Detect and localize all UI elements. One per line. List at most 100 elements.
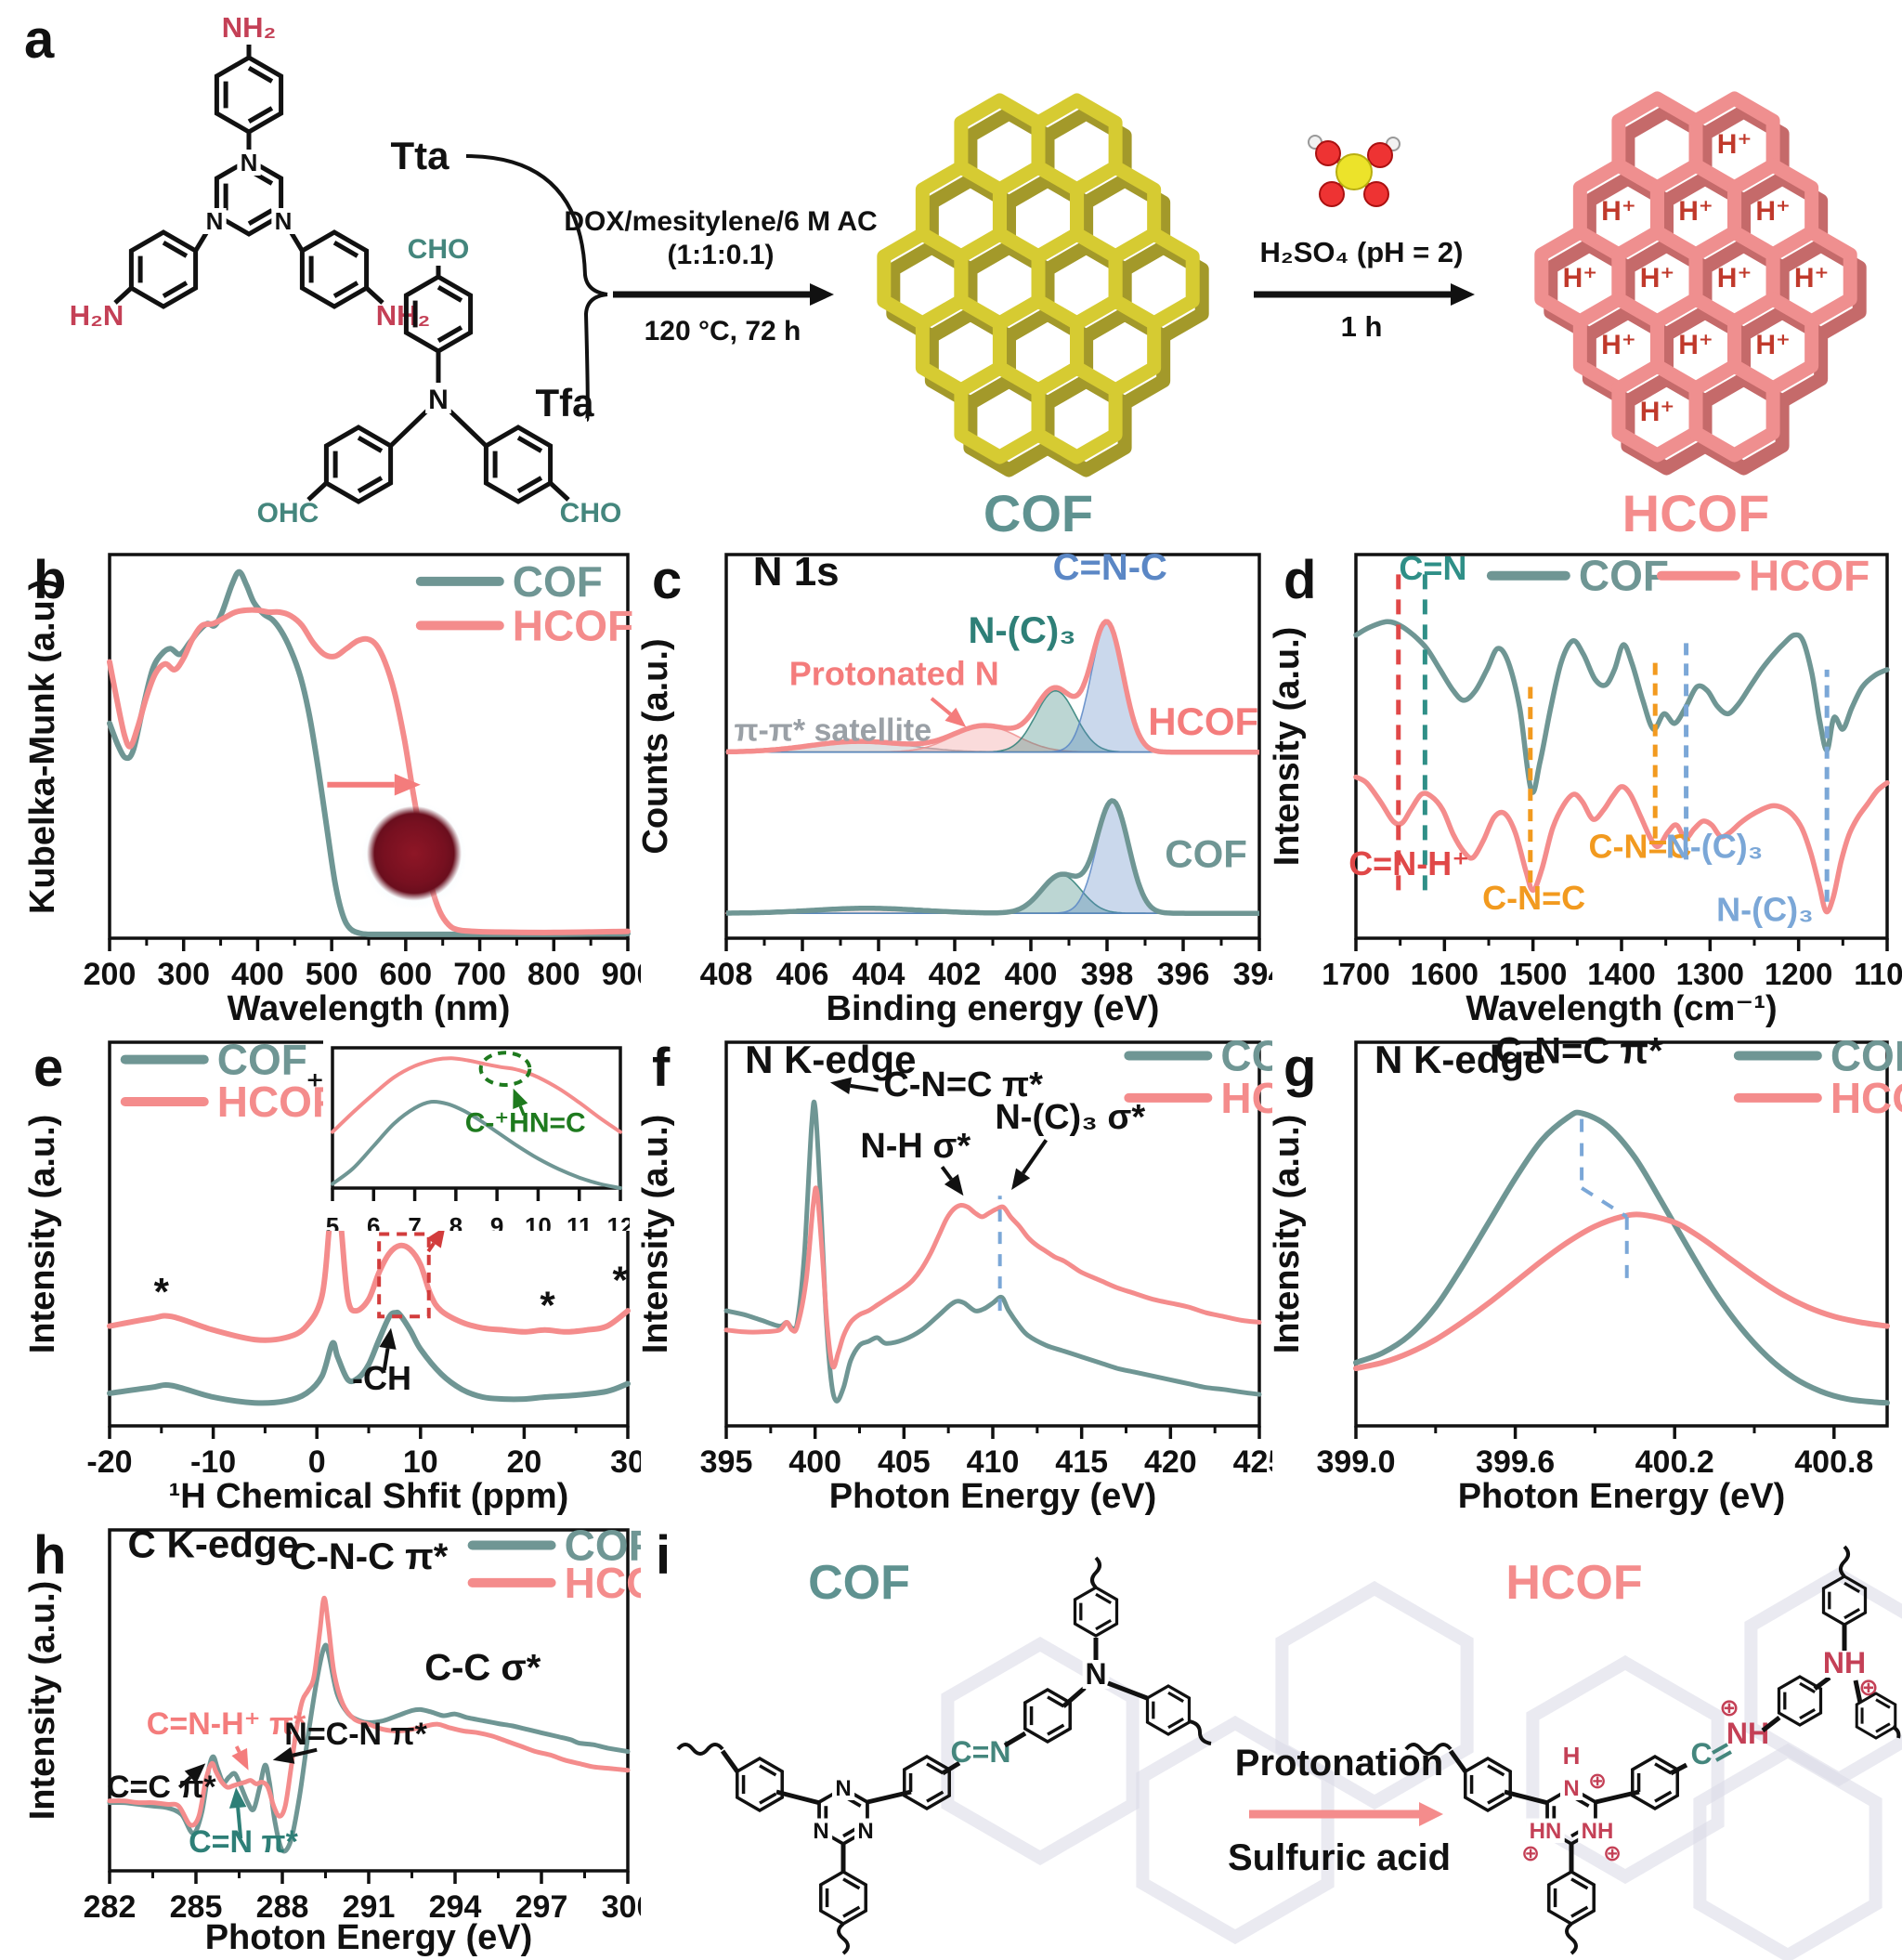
svg-text:N-H σ*: N-H σ*: [860, 1127, 971, 1166]
svg-text:C-⁺HN=C: C-⁺HN=C: [465, 1108, 586, 1139]
panel-letter-c: c: [652, 550, 683, 610]
svg-text:*: *: [612, 1259, 628, 1302]
svg-text:C=C π*: C=C π*: [107, 1770, 216, 1805]
cof-powder-photo: [132, 802, 241, 906]
cof-triazine-n1: N: [835, 1776, 851, 1801]
reaction1: DOX/mesitylene/6 M AC (1:1:0.1) 120 °C, …: [564, 206, 877, 346]
svg-text:300: 300: [157, 957, 210, 992]
panel-letter-h: h: [33, 1525, 67, 1586]
svg-text:Wavelength (nm): Wavelength (nm): [228, 989, 511, 1028]
ftir-chart: 1700 1600 1500 1400 1300 1200 1100 Wavelength (…: [1268, 543, 1902, 1031]
reaction1-arrowhead: [810, 283, 834, 306]
panel-h-nexafs-c: 282 285 288 291 294 297 300 Photon Energy (eV) I…: [23, 1519, 685, 1960]
panel-b-uvvis: 200 300 400 500 600 700 800 900 Wavelength (nm) K…: [23, 543, 654, 1031]
tfa-cho-top: CHO: [408, 234, 470, 265]
svg-text:399.0: 399.0: [1316, 1444, 1395, 1480]
nexafs-n-svg: 395 400 405 410 415 420 425 Photon Energy (eV) I…: [636, 1031, 1342, 1516]
reaction2-time: 1 h: [1341, 310, 1383, 343]
svg-text:1100: 1100: [1854, 957, 1902, 991]
svg-text:Wavelength (cm⁻¹): Wavelength (cm⁻¹): [1466, 989, 1777, 1028]
svg-text:COF: COF: [1579, 552, 1669, 600]
svg-text:Intensity (a.u.): Intensity (a.u.): [1272, 1115, 1307, 1354]
svg-text:900: 900: [602, 957, 641, 992]
tta-molecule: N N N NH₂ H₂N NH₂ Tta: [70, 11, 449, 332]
svg-text:405: 405: [878, 1444, 931, 1480]
nmr-inset-svg: 5 6 7 8 9 10 11 12 C-⁺HN=C: [326, 1046, 633, 1240]
svg-text:HCOF: HCOF: [565, 1559, 641, 1607]
xps-chart: 408 406 404 402 400 398 396 394 Binding energy (…: [636, 543, 1285, 1031]
svg-text:420: 420: [1144, 1444, 1197, 1480]
svg-text:HCOF: HCOF: [1148, 699, 1258, 743]
h-plus-label: H⁺: [1563, 263, 1598, 294]
h-plus-label: H⁺: [1601, 196, 1636, 227]
h-plus-label: H⁺: [1755, 196, 1791, 227]
svg-text:1700: 1700: [1322, 957, 1389, 991]
h-plus-label: H⁺: [1640, 263, 1675, 294]
sulfuric-acid-label: Sulfuric acid: [1228, 1837, 1451, 1878]
svg-text:HCOF: HCOF: [1830, 1074, 1902, 1122]
svg-text:N=C-N π*: N=C-N π*: [284, 1717, 427, 1752]
svg-text:HCOF: HCOF: [513, 601, 633, 649]
h-plus-label: H⁺: [1601, 330, 1636, 360]
svg-text:30: 30: [610, 1444, 641, 1480]
svg-text:402: 402: [929, 957, 982, 992]
panel-letter-d: d: [1283, 550, 1317, 610]
panel-e-nmr: -20 -10 0 10 20 30 ¹H Chemical Shfit (ppm) Inte…: [23, 1031, 645, 1519]
brace-lower: [583, 293, 608, 422]
svg-text:20: 20: [506, 1444, 541, 1480]
panel-letter-f: f: [652, 1038, 671, 1098]
svg-text:N-(C)₃: N-(C)₃: [1666, 827, 1764, 865]
svg-text:Binding energy (eV): Binding energy (eV): [827, 989, 1160, 1028]
hcof-triazine-h: H: [1563, 1742, 1581, 1770]
hcof-plus-2: ⊕: [1521, 1841, 1540, 1866]
svg-text:HCOF: HCOF: [1220, 1074, 1272, 1122]
hcof-imine-c: C: [1690, 1737, 1712, 1771]
svg-text:396: 396: [1157, 957, 1210, 992]
svg-text:700: 700: [453, 957, 506, 992]
svg-text:11: 11: [567, 1212, 593, 1231]
svg-text:N 1s: N 1s: [753, 549, 840, 595]
svg-text:COF: COF: [1220, 1031, 1272, 1079]
svg-text:C=N π*: C=N π*: [189, 1824, 298, 1860]
scheme-svg: N N N NH₂ H₂N NH₂ Tta N CHO: [70, 11, 1867, 542]
panel-d-ftir: 1700 1600 1500 1400 1300 1200 1100 Wavelength (…: [1268, 543, 1902, 1031]
hcof-fragment-label: HCOF: [1505, 1556, 1642, 1610]
svg-text:-20: -20: [86, 1444, 132, 1480]
hcof-triazine-n3: NH: [1582, 1819, 1614, 1844]
cof-terminal-squiggle-right: [1188, 1719, 1212, 1745]
svg-text:399.6: 399.6: [1476, 1444, 1555, 1480]
svg-text:C=N: C=N: [1399, 549, 1466, 587]
h-plus-label: H⁺: [1794, 263, 1830, 294]
reaction2-acid: H₂SO₄ (pH = 2): [1260, 236, 1464, 268]
svg-text:0: 0: [308, 1444, 326, 1480]
svg-text:1500: 1500: [1499, 957, 1567, 991]
cof-label: COF: [984, 484, 1093, 542]
svg-text:C K-edge: C K-edge: [128, 1522, 299, 1565]
hcof-terminal-squiggle-right: [1892, 1725, 1901, 1739]
panel-letter-a: a: [24, 9, 55, 70]
tta-amine-top: NH₂: [222, 11, 277, 44]
nexafs-c-svg: 282 285 288 291 294 297 300 Photon Energy (eV) I…: [23, 1522, 685, 1957]
svg-text:1600: 1600: [1411, 957, 1479, 991]
h-plus-label: H⁺: [1717, 129, 1752, 160]
svg-text:¹H Chemical Shfit (ppm): ¹H Chemical Shfit (ppm): [169, 1477, 569, 1516]
svg-text:HCOF: HCOF: [1749, 552, 1869, 600]
hcof-triazine-n2: HN: [1530, 1819, 1562, 1844]
svg-text:COF: COF: [513, 557, 603, 606]
hcof-powder-photo: [362, 802, 466, 909]
svg-text:400.2: 400.2: [1635, 1444, 1714, 1480]
protonation-arrow: Protonation Sulfuric acid: [1228, 1743, 1451, 1878]
cof-honeycomb: [877, 93, 1209, 477]
svg-text:Photon Energy (eV): Photon Energy (eV): [829, 1477, 1157, 1516]
svg-text:400: 400: [788, 1444, 841, 1480]
cof-amine-n: N: [1085, 1657, 1106, 1691]
svg-text:Kubelka-Munk (a.u.): Kubelka-Munk (a.u.): [28, 579, 62, 914]
svg-text:π-π* satellite: π-π* satellite: [734, 712, 931, 748]
svg-text:10: 10: [525, 1212, 552, 1231]
svg-text:-CH: -CH: [352, 1359, 411, 1397]
panel-letter-e: e: [33, 1038, 64, 1098]
svg-text:N K-edge: N K-edge: [1374, 1038, 1545, 1081]
tta-name: Tta: [391, 134, 450, 177]
h-plus-label: H⁺: [1640, 397, 1675, 427]
svg-text:7: 7: [408, 1212, 421, 1231]
